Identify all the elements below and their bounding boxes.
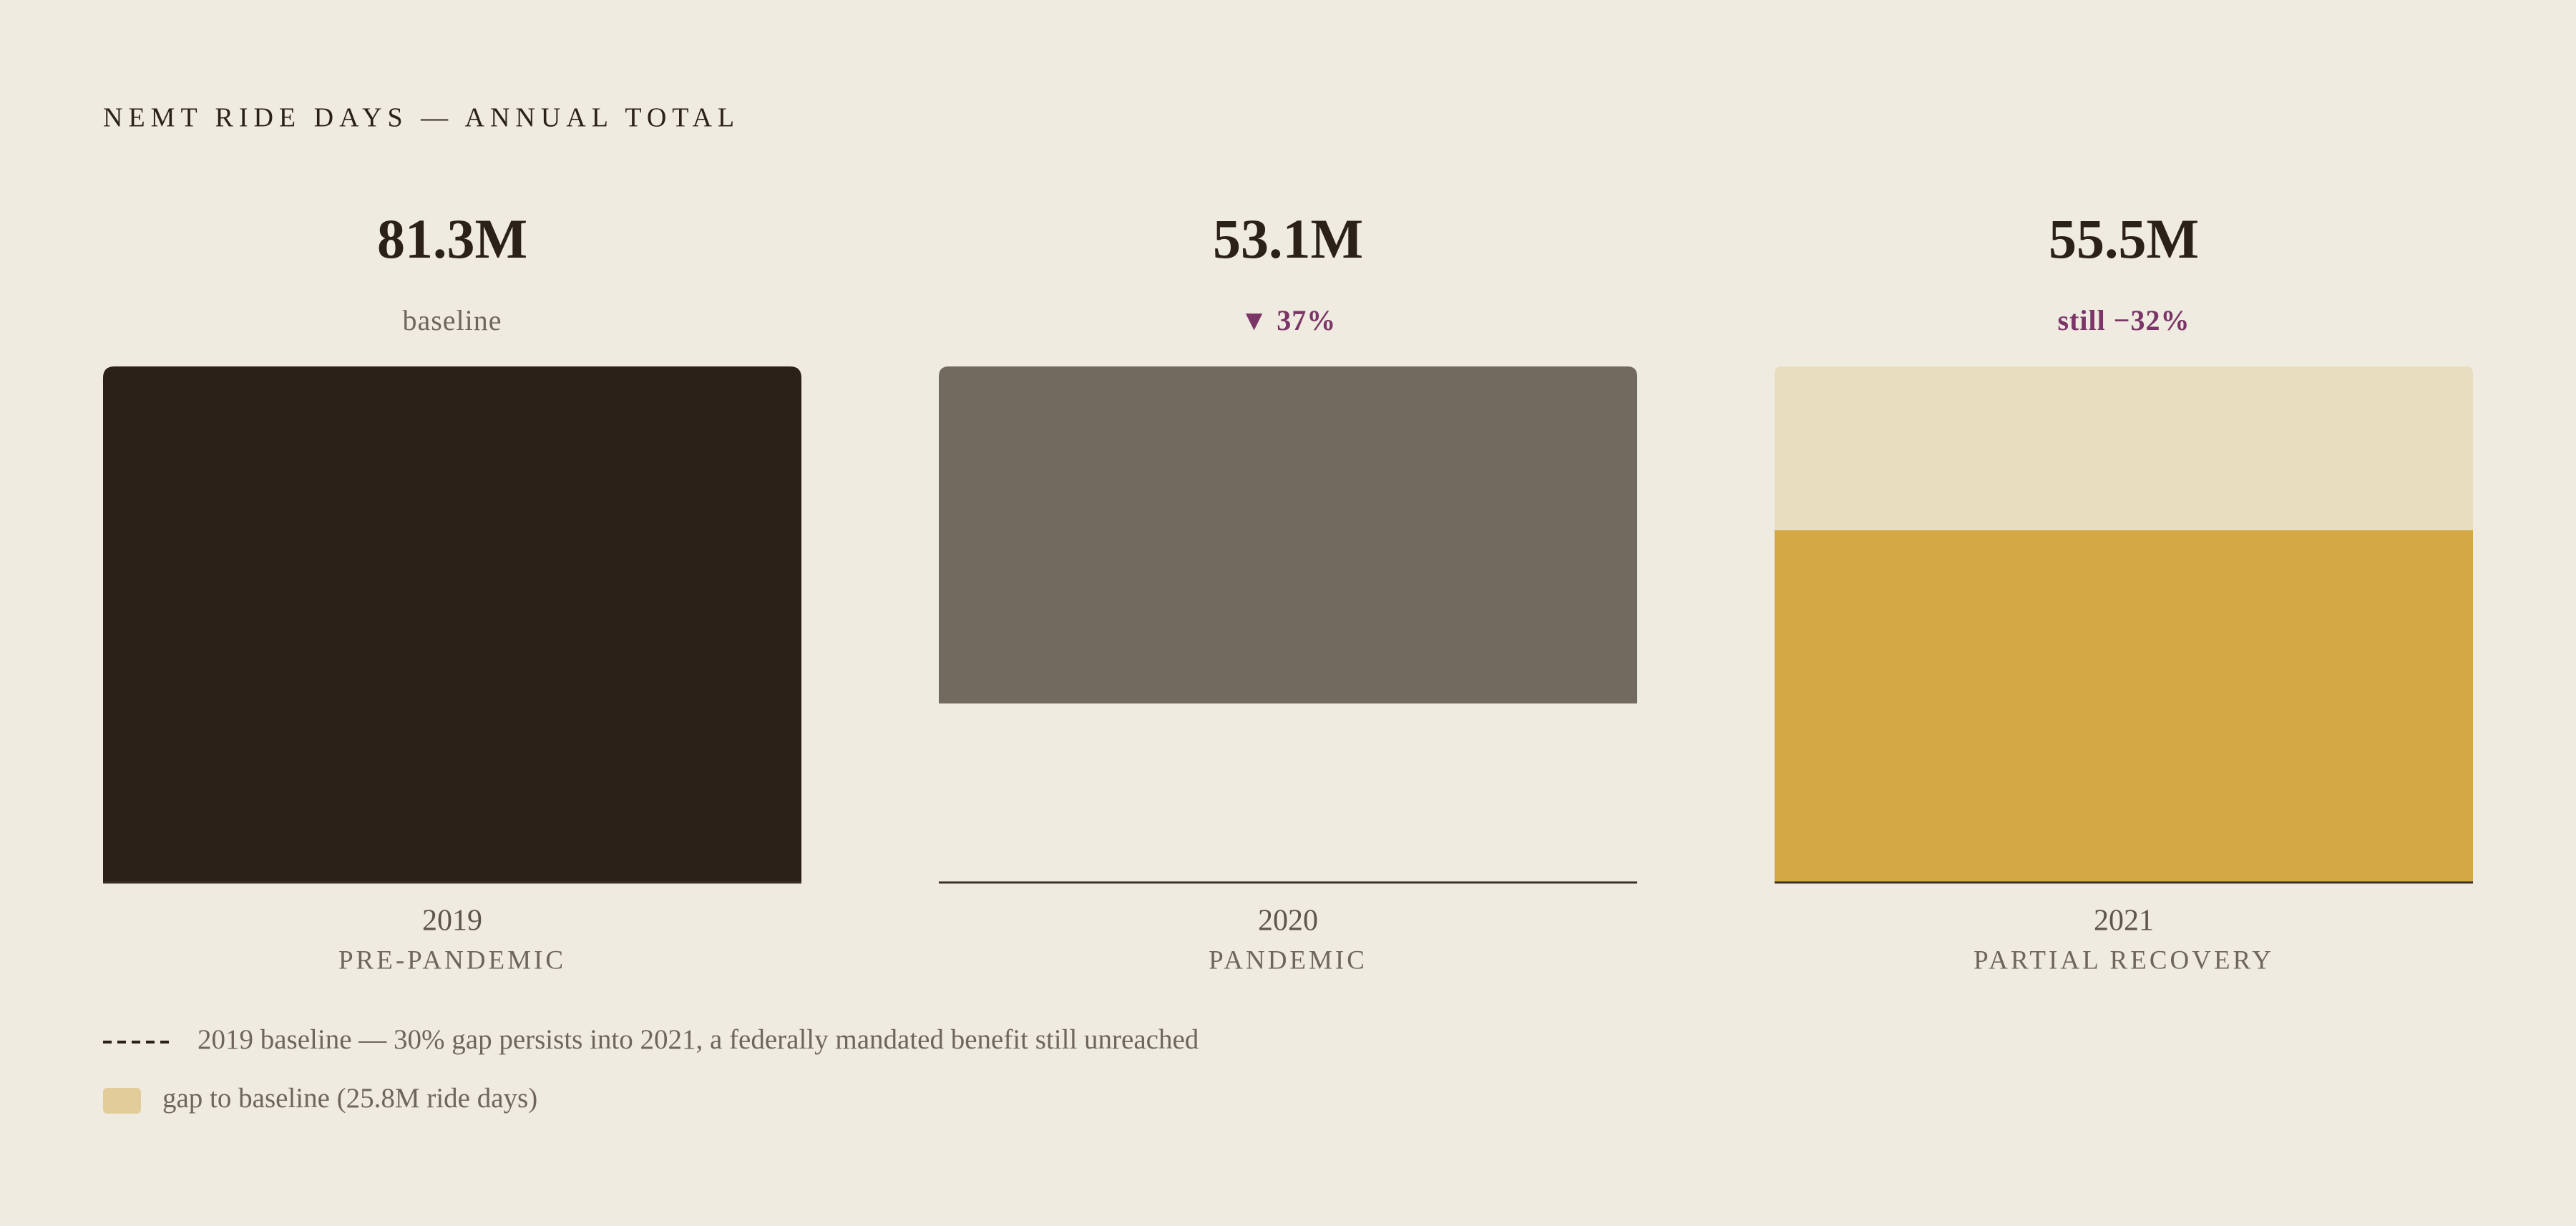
x-tick-label: 2019 (422, 905, 482, 938)
bar (1775, 530, 2473, 882)
gap-segment (1775, 366, 2473, 530)
x-tick-label: 2021 (2094, 905, 2154, 938)
legend-label: gap to baseline (25.8M ride days) (162, 1083, 537, 1114)
bar (939, 366, 1637, 704)
value-label: 55.5M (2049, 208, 2199, 270)
x-sublabel: PANDEMIC (1209, 945, 1367, 975)
legend-swatch (103, 1088, 141, 1114)
x-sublabel: PARTIAL RECOVERY (1974, 945, 2274, 975)
value-label: 81.3M (377, 208, 527, 270)
legend-label: 2019 baseline — 30% gap persists into 20… (197, 1024, 1199, 1055)
bar-note: ▼ 37% (1240, 304, 1337, 336)
bar-note: still −32% (2057, 304, 2190, 336)
x-sublabel: PRE-PANDEMIC (338, 945, 566, 975)
value-label: 53.1M (1213, 208, 1363, 270)
x-tick-label: 2020 (1258, 905, 1318, 938)
bar-note: baseline (402, 304, 502, 336)
bar (103, 366, 801, 882)
chart-title: NEMT RIDE DAYS — ANNUAL TOTAL (103, 103, 740, 133)
